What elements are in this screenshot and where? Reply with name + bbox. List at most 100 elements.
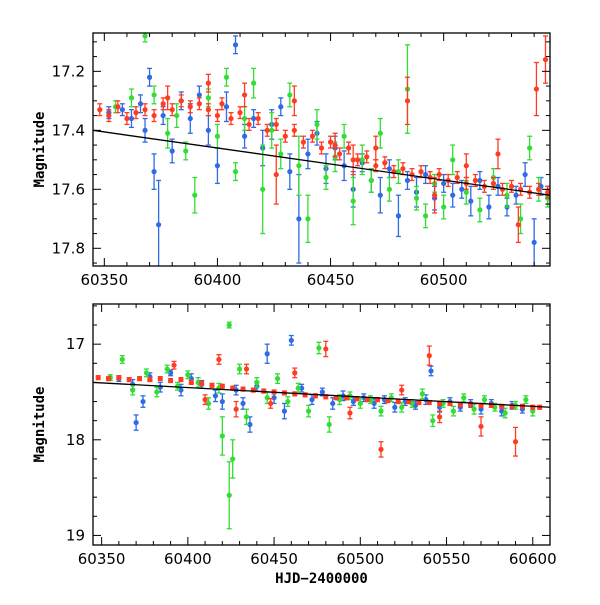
marker — [157, 375, 163, 382]
data-point — [192, 176, 198, 214]
data-point — [232, 35, 239, 55]
marker — [471, 406, 477, 412]
marker — [136, 375, 143, 382]
marker — [305, 151, 311, 157]
data-point — [437, 410, 443, 424]
series-2 — [97, 35, 550, 244]
data-point — [386, 159, 392, 179]
data-point — [378, 441, 384, 458]
data-point — [418, 165, 424, 179]
marker — [260, 186, 266, 192]
marker — [323, 346, 329, 352]
data-point — [251, 109, 257, 129]
data-point — [97, 103, 103, 117]
marker — [251, 115, 257, 122]
data-point — [160, 97, 166, 111]
data-point — [273, 144, 279, 205]
data-point — [178, 383, 184, 397]
data-point — [305, 138, 311, 170]
data-point — [350, 176, 356, 226]
marker — [400, 166, 406, 172]
trend-line — [93, 129, 550, 196]
data-point — [205, 114, 211, 146]
marker — [264, 351, 270, 357]
data-point — [268, 398, 274, 409]
marker — [326, 421, 332, 428]
data-point — [116, 375, 122, 381]
marker — [278, 104, 284, 110]
marker — [419, 391, 425, 397]
marker — [481, 397, 488, 403]
data-point — [441, 194, 447, 220]
data-point — [300, 135, 307, 149]
y-tick-label: 17.4 — [52, 121, 85, 139]
marker — [478, 423, 484, 430]
data-point — [287, 153, 293, 190]
marker — [268, 400, 274, 407]
data-point — [228, 111, 234, 126]
marker — [364, 154, 370, 160]
plot-frame — [92, 32, 551, 267]
data-point — [205, 73, 211, 93]
marker — [105, 375, 112, 382]
trend-line — [93, 381, 550, 408]
marker — [319, 389, 325, 395]
data-point — [133, 106, 139, 120]
marker — [247, 421, 253, 428]
data-point — [151, 153, 157, 190]
marker — [171, 362, 177, 368]
marker — [119, 107, 126, 113]
data-point — [291, 85, 297, 117]
marker — [316, 345, 322, 351]
marker — [243, 414, 250, 420]
data-point — [533, 61, 540, 117]
data-point — [169, 103, 175, 117]
marker — [165, 95, 171, 101]
marker — [216, 356, 222, 363]
marker — [450, 192, 456, 198]
data-point — [140, 395, 146, 408]
marker — [357, 400, 363, 407]
marker — [392, 404, 398, 410]
marker — [395, 398, 401, 405]
marker — [495, 151, 501, 157]
data-point — [178, 94, 184, 108]
data-point — [205, 103, 211, 117]
marker — [128, 95, 135, 101]
marker — [450, 157, 456, 163]
data-point — [143, 368, 150, 378]
data-point — [323, 165, 329, 190]
panel-top: 60350 60400 60450 60500 17.2 17.4 17.6 17.8 Magn… — [32, 32, 551, 289]
data-point — [517, 182, 524, 196]
marker — [461, 395, 467, 401]
data-point — [481, 395, 488, 405]
data-point — [219, 97, 225, 111]
marker — [385, 397, 391, 404]
marker — [468, 198, 474, 204]
marker — [309, 133, 316, 139]
data-point — [233, 400, 239, 418]
data-point — [305, 194, 311, 244]
marker — [314, 121, 320, 128]
marker — [142, 33, 148, 39]
marker — [196, 101, 202, 107]
marker — [508, 183, 515, 189]
data-point — [527, 185, 533, 199]
data-point — [171, 360, 177, 370]
data-point — [302, 392, 308, 398]
data-point — [305, 404, 312, 418]
data-point — [95, 375, 101, 381]
plot-area-bottom — [93, 321, 550, 530]
data-point — [232, 162, 239, 182]
data-point — [196, 97, 202, 111]
marker — [124, 115, 130, 122]
marker — [545, 189, 550, 195]
marker — [432, 192, 438, 198]
marker — [264, 127, 270, 133]
data-point — [142, 103, 148, 117]
data-point — [357, 398, 363, 409]
data-point — [124, 111, 130, 126]
marker — [115, 104, 121, 110]
marker — [126, 376, 132, 383]
